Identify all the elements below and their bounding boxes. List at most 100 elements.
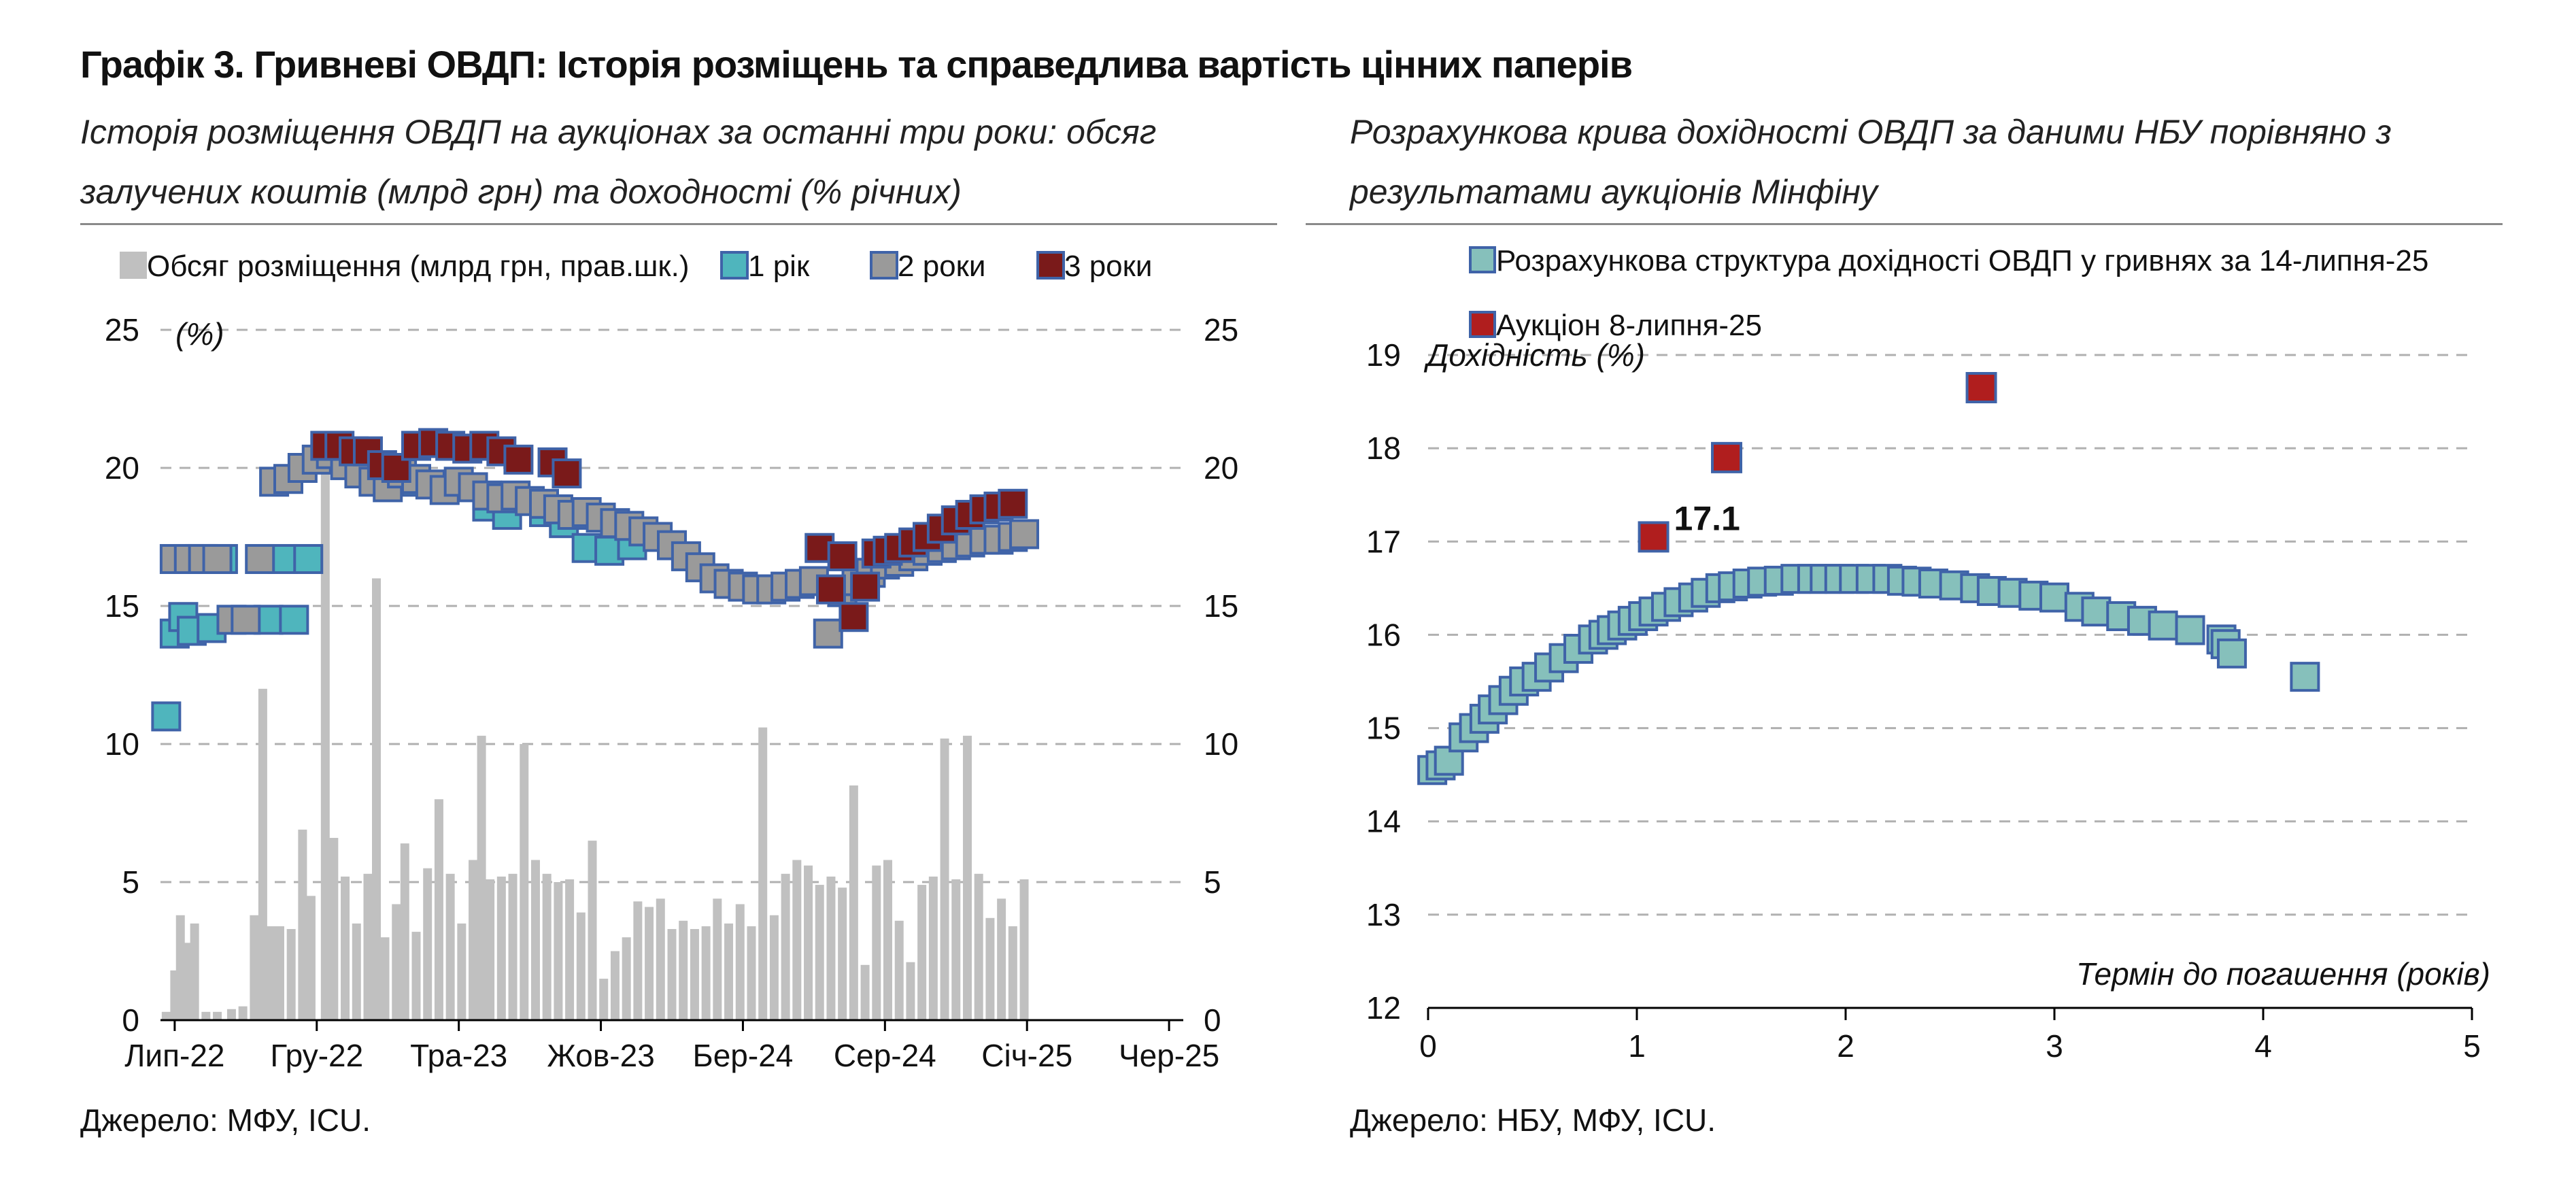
volume-bar [445, 873, 455, 1020]
left-y2-tick-label: 5 [1204, 864, 1221, 900]
volume-bar [286, 929, 296, 1020]
right-chart-subtitle: Розрахункова крива дохідності ОВДП за да… [1350, 113, 2392, 211]
legend-swatch-auction [1469, 311, 1496, 338]
curve-marker [2081, 596, 2112, 627]
volume-bar [576, 912, 586, 1020]
left-x-tick-label: Жов-23 [547, 1038, 654, 1073]
left-y-tick-label: 25 [105, 312, 139, 348]
curve-marker [2148, 610, 2178, 641]
volume-bar [622, 937, 631, 1020]
volume-bar [496, 876, 506, 1020]
volume-bar [997, 898, 1006, 1020]
right-x-tick-label: 1 [1628, 1028, 1646, 1064]
volume-bar [962, 735, 972, 1020]
series-3-marker [850, 571, 881, 602]
left-y-tick-label: 20 [105, 450, 139, 486]
legend-swatch-curve [1469, 246, 1496, 273]
legend-swatch-series-3 [1036, 251, 1065, 280]
left-x-tick-label: Січ-25 [981, 1038, 1072, 1073]
right-y-tick-label: 17 [1366, 524, 1401, 559]
series-3-marker [838, 602, 869, 632]
volume-bar [815, 885, 824, 1020]
right-x-tick-label: 5 [2463, 1028, 2481, 1064]
volume-bar [633, 901, 643, 1020]
volume-bar [769, 915, 779, 1020]
series-3-marker [827, 541, 858, 571]
volume-bar [190, 923, 199, 1020]
curve-marker [2290, 662, 2320, 692]
left-divider [80, 223, 1277, 225]
right-source-note: Джерело: НБУ, МФУ, ICU. [1350, 1102, 1716, 1138]
volume-bar [423, 868, 433, 1020]
left-y2-tick-label: 20 [1204, 450, 1238, 486]
series-1-marker [293, 543, 324, 574]
volume-bar [656, 898, 665, 1020]
volume-bar [985, 917, 995, 1020]
volume-bar [175, 915, 185, 1020]
volume-bar [599, 979, 609, 1020]
series-2-marker [245, 543, 275, 574]
volume-bar [610, 951, 620, 1020]
left-chart-subtitle: Історія розміщення ОВДП на аукціонах за … [80, 113, 1157, 211]
series-2-marker [231, 605, 261, 635]
left-y-axis-label: (%) [175, 316, 224, 352]
legend-label: 1 рік [748, 250, 810, 283]
right-x-tick-label: 3 [2046, 1028, 2063, 1064]
volume-bar [883, 860, 893, 1020]
right-y-tick-label: 14 [1366, 804, 1401, 839]
volume-bar [906, 962, 915, 1020]
volume-bar [724, 923, 734, 1020]
volume-bar [838, 888, 847, 1020]
right-y-tick-label: 18 [1366, 430, 1401, 466]
volume-bar [701, 926, 711, 1020]
left-y2-tick-label: 10 [1204, 726, 1238, 762]
volume-bar [690, 929, 699, 1020]
left-y-tick-label: 10 [105, 726, 139, 762]
volume-bar [1008, 926, 1017, 1020]
volume-bar [530, 860, 540, 1020]
right-x-tick-label: 4 [2254, 1028, 2272, 1064]
right-y-tick-label: 19 [1366, 337, 1401, 373]
volume-bar [872, 865, 881, 1020]
volume-bar [1019, 879, 1029, 1020]
right-y-axis-label: Дохідність (%) [1423, 337, 1645, 373]
volume-bar [974, 873, 983, 1020]
auction-marker [1965, 372, 1997, 403]
volume-bar [411, 932, 421, 1020]
volume-bar [508, 873, 518, 1020]
volume-bar [917, 885, 927, 1020]
volume-bar [201, 1011, 211, 1020]
right-divider [1306, 223, 2503, 225]
volume-bar [329, 838, 339, 1020]
series-3-marker [998, 488, 1028, 519]
volume-bar [161, 1011, 171, 1020]
volume-bar [894, 920, 904, 1020]
volume-bar [392, 904, 401, 1020]
volume-bar [713, 898, 722, 1020]
left-y-tick-label: 15 [105, 588, 139, 624]
volume-bar [554, 882, 563, 1020]
left-y2-tick-label: 15 [1204, 588, 1238, 624]
right-x-axis-label: Термін до погашення (років) [2076, 956, 2490, 992]
left-x-tick-label: Сер-24 [834, 1038, 936, 1073]
volume-bar [372, 578, 382, 1020]
series-3-marker [503, 444, 534, 475]
volume-bar [951, 879, 961, 1020]
left-x-tick-label: Бер-24 [693, 1038, 794, 1073]
volume-bar [565, 879, 575, 1020]
volume-bar [434, 799, 443, 1020]
curve-marker [2175, 615, 2205, 645]
volume-bar [781, 873, 790, 1020]
volume-bar [542, 873, 552, 1020]
left-y-tick-label: 5 [122, 864, 139, 900]
volume-bar [213, 1011, 222, 1020]
series-3-marker [381, 453, 411, 483]
right-y-tick-label: 13 [1366, 897, 1401, 932]
volume-bar [238, 1006, 248, 1020]
legend-swatch-series-2 [870, 251, 898, 280]
volume-bar [380, 937, 390, 1020]
series-2-marker [1009, 519, 1040, 550]
left-y2-tick-label: 0 [1204, 1002, 1221, 1038]
page-title: Графік 3. Гривневі ОВДП: Історія розміще… [80, 43, 1633, 86]
